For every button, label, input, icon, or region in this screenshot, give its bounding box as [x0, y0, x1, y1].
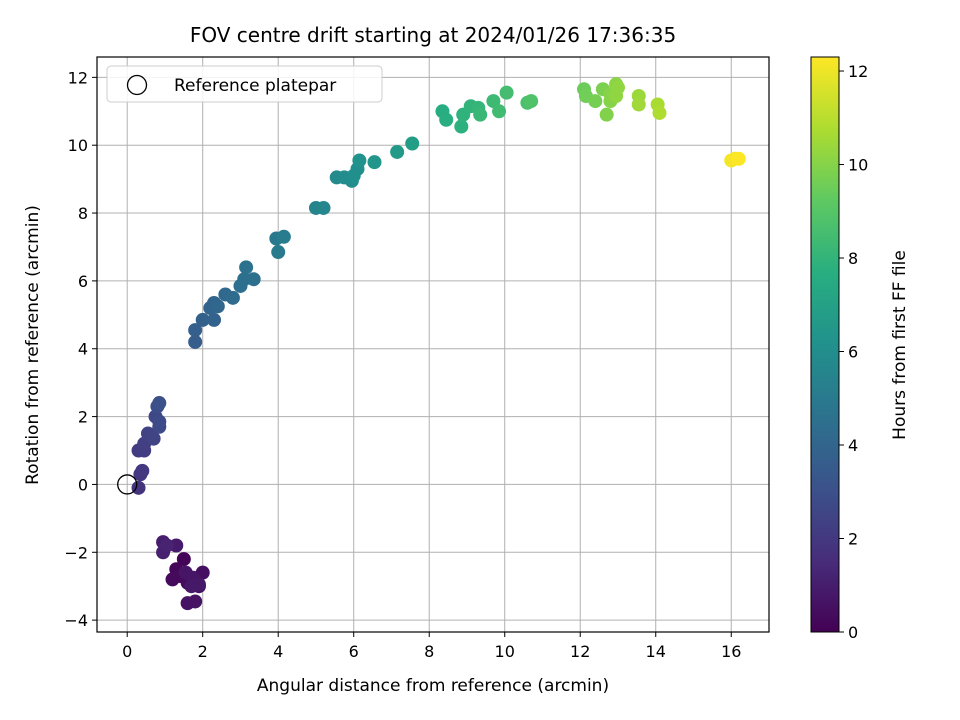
- legend-marker: [126, 74, 148, 96]
- colorbar-ticks: 0 2 4 6 8 10 12: [839, 62, 868, 642]
- colorbar-tick-label: 2: [848, 530, 858, 549]
- y-tick-label: 4: [78, 340, 88, 359]
- colorbar-label: Hours from first FF file: [890, 250, 910, 440]
- data-points: [131, 77, 746, 611]
- data-point: [210, 299, 225, 314]
- y-tick-label: 0: [78, 475, 88, 494]
- y-tick-label: −4: [64, 611, 88, 630]
- data-point: [405, 136, 420, 151]
- grid-lines: [97, 57, 769, 632]
- x-tick-label: 12: [570, 642, 590, 661]
- data-point: [188, 323, 203, 338]
- colorbar-tick-label: 12: [848, 62, 868, 81]
- legend-box: [106, 65, 383, 103]
- data-point: [588, 94, 603, 109]
- legend-label: Reference platepar: [174, 76, 336, 96]
- data-point: [159, 538, 174, 553]
- x-axis-ticks: 0 2 4 6 8 10 12 14 16: [122, 632, 741, 661]
- reference-platepar-marker: [117, 474, 138, 495]
- x-tick-label: 16: [721, 642, 741, 661]
- x-tick-label: 4: [273, 642, 283, 661]
- data-point: [352, 153, 367, 168]
- colorbar-tick-label: 6: [848, 343, 858, 362]
- data-point: [316, 200, 331, 215]
- data-point: [652, 105, 667, 120]
- data-point: [271, 245, 286, 260]
- x-tick-label: 2: [198, 642, 208, 661]
- x-tick-label: 6: [349, 642, 359, 661]
- colorbar-tick-label: 0: [848, 623, 858, 642]
- colorbar-tick-label: 10: [848, 156, 868, 175]
- data-point: [439, 112, 454, 127]
- y-tick-label: 12: [68, 68, 88, 87]
- data-point: [610, 80, 625, 95]
- data-point: [631, 97, 646, 112]
- colorbar: [810, 56, 840, 633]
- y-tick-label: 6: [78, 272, 88, 291]
- chart-title: FOV centre drift starting at 2024/01/26 …: [190, 23, 676, 47]
- colorbar-tick-label: 8: [848, 249, 858, 268]
- data-point: [239, 260, 254, 275]
- data-point: [207, 312, 222, 327]
- data-point: [225, 290, 240, 305]
- data-point: [486, 94, 501, 109]
- data-point: [131, 480, 146, 495]
- data-point: [146, 431, 161, 446]
- x-axis-label: Angular distance from reference (arcmin): [257, 676, 609, 696]
- legend: Reference platepar: [106, 65, 383, 103]
- data-point: [188, 594, 203, 609]
- data-point: [135, 463, 150, 478]
- y-tick-label: 8: [78, 204, 88, 223]
- data-point: [246, 272, 261, 287]
- data-point: [492, 104, 507, 119]
- y-tick-label: −2: [64, 543, 88, 562]
- data-point: [176, 552, 191, 567]
- x-tick-label: 0: [122, 642, 132, 661]
- data-point: [188, 334, 203, 349]
- data-point: [731, 151, 746, 166]
- y-tick-label: 2: [78, 408, 88, 427]
- plot-frame: [96, 56, 770, 633]
- x-tick-label: 10: [495, 642, 515, 661]
- data-point: [152, 414, 167, 429]
- x-tick-label: 8: [424, 642, 434, 661]
- data-point: [473, 107, 488, 122]
- data-point: [152, 396, 167, 411]
- y-axis-label: Rotation from reference (arcmin): [23, 205, 43, 485]
- colorbar-tick-label: 4: [848, 436, 858, 455]
- data-point: [184, 579, 199, 594]
- data-point: [195, 312, 210, 327]
- x-tick-label: 14: [646, 642, 666, 661]
- data-point: [390, 144, 405, 159]
- data-point: [499, 85, 514, 100]
- data-point: [524, 94, 539, 109]
- y-tick-label: 10: [68, 136, 88, 155]
- data-point: [454, 119, 469, 134]
- data-point: [367, 155, 382, 170]
- y-axis-ticks: −4 −2 0 2 4 6 8 10 12: [64, 68, 97, 630]
- data-point: [599, 107, 614, 122]
- data-point: [276, 229, 291, 244]
